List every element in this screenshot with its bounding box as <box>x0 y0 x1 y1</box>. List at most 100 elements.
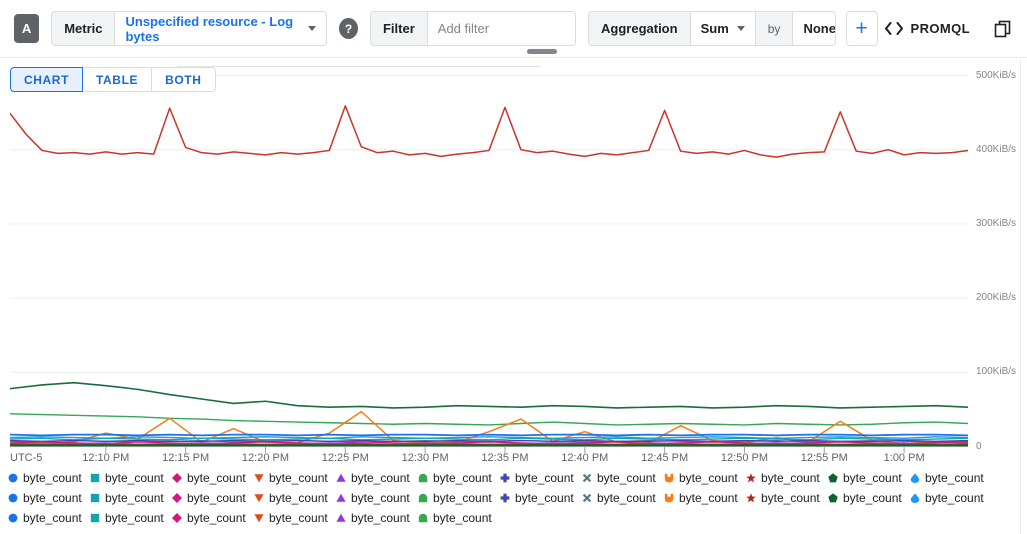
legend-item-label: byte_count <box>105 471 164 485</box>
legend-item-label: byte_count <box>843 491 902 505</box>
legend-item[interactable]: byte_count <box>172 508 254 528</box>
chevron-down-icon <box>308 26 317 31</box>
legend-item[interactable]: byte_count <box>336 488 418 508</box>
legend-item[interactable]: byte_count <box>828 468 910 488</box>
by-label: by <box>754 12 794 45</box>
legend-item[interactable]: byte_count <box>418 508 500 528</box>
query-letter-badge[interactable]: A <box>14 14 40 43</box>
aggregation-dropdown[interactable]: Sum <box>691 12 755 45</box>
legend-droplet-icon <box>910 473 920 483</box>
legend-item-label: byte_count <box>351 471 410 485</box>
legend-item[interactable]: byte_count <box>172 468 254 488</box>
view-tabs: CHART TABLE BOTH <box>10 67 216 92</box>
legend-item-label: byte_count <box>351 511 410 525</box>
legend-pentagon-icon <box>828 473 838 483</box>
legend-item[interactable]: byte_count <box>254 508 336 528</box>
legend-item-label: byte_count <box>925 471 984 485</box>
tab-both[interactable]: BOTH <box>151 67 216 92</box>
legend-item[interactable]: byte_count <box>582 488 664 508</box>
legend-item[interactable]: byte_count <box>418 468 500 488</box>
metric-dropdown[interactable]: Unspecified resource - Log bytes <box>115 12 326 45</box>
legend-item-label: byte_count <box>23 511 82 525</box>
legend-item[interactable]: byte_count <box>90 508 172 528</box>
legend-circle-icon <box>8 473 18 483</box>
legend-item-label: byte_count <box>105 491 164 505</box>
legend-item-label: byte_count <box>23 491 82 505</box>
legend-item[interactable]: byte_count <box>746 468 828 488</box>
tab-table[interactable]: TABLE <box>82 67 153 92</box>
legend-item[interactable]: byte_count <box>910 468 992 488</box>
panel-right-border <box>1020 60 1021 534</box>
y-tick-label: 0 <box>976 440 982 452</box>
legend-item-label: byte_count <box>515 471 574 485</box>
group-by-dropdown[interactable]: None <box>793 12 834 45</box>
legend-dome-icon <box>418 513 428 523</box>
help-icon[interactable]: ? <box>339 18 358 39</box>
legend-item-label: byte_count <box>433 471 492 485</box>
x-tick-label: 12:20 PM <box>241 452 289 464</box>
add-query-button[interactable]: + <box>845 11 878 46</box>
x-tick-label: 12:30 PM <box>401 452 449 464</box>
tab-chart[interactable]: CHART <box>10 67 83 92</box>
metric-value: Unspecified resource - Log bytes <box>125 13 294 44</box>
legend-circle-icon <box>8 513 18 523</box>
timezone-label: UTC-5 <box>10 452 43 464</box>
x-tick-label: 12:35 PM <box>481 452 529 464</box>
legend-item-label: byte_count <box>925 491 984 505</box>
x-tick-label: 12:15 PM <box>162 452 210 464</box>
promql-button[interactable]: PROMQL <box>878 20 976 37</box>
legend-square-icon <box>90 473 100 483</box>
legend-item[interactable]: byte_count <box>8 508 90 528</box>
x-tick-label: 12:45 PM <box>641 452 689 464</box>
y-tick-label: 500KiB/s <box>976 69 1017 81</box>
legend-triangle-down-icon <box>254 474 264 483</box>
legend-triangle-up-icon <box>336 473 346 482</box>
query-toolbar: A Metric Unspecified resource - Log byte… <box>0 0 1027 57</box>
legend-item[interactable]: byte_count <box>746 488 828 508</box>
legend-item[interactable]: byte_count <box>8 468 90 488</box>
legend-star-icon <box>746 473 756 483</box>
y-tick-label: 400KiB/s <box>976 143 1017 155</box>
legend-item-label: byte_count <box>187 511 246 525</box>
legend-item-label: byte_count <box>23 471 82 485</box>
legend-triangle-down-icon <box>254 494 264 503</box>
legend-item[interactable]: byte_count <box>8 488 90 508</box>
legend-item-label: byte_count <box>597 471 656 485</box>
legend-item[interactable]: byte_count <box>254 488 336 508</box>
legend-dome-icon <box>418 493 428 503</box>
filter-input[interactable] <box>427 12 576 45</box>
x-tick-label: 1:00 PM <box>883 452 925 464</box>
legend-item-label: byte_count <box>187 471 246 485</box>
legend-item[interactable]: byte_count <box>500 468 582 488</box>
legend-x-icon <box>582 473 592 483</box>
legend-item[interactable]: byte_count <box>172 488 254 508</box>
legend-item[interactable]: byte_count <box>90 488 172 508</box>
y-tick-label: 300KiB/s <box>976 217 1017 229</box>
legend-pentagon-icon <box>828 493 838 503</box>
resize-drag-handle[interactable] <box>527 49 557 54</box>
legend-item[interactable]: byte_count <box>500 488 582 508</box>
legend-item-label: byte_count <box>597 491 656 505</box>
legend-item-label: byte_count <box>433 491 492 505</box>
legend-item[interactable]: byte_count <box>336 468 418 488</box>
legend-item[interactable]: byte_count <box>828 488 910 508</box>
legend-item-label: byte_count <box>761 471 820 485</box>
chart-legend: byte_count byte_count byte_count byte_count… <box>8 468 992 528</box>
legend-item[interactable]: byte_count <box>336 508 418 528</box>
legend-item-label: byte_count <box>843 471 902 485</box>
copy-button[interactable] <box>994 20 1011 38</box>
legend-item[interactable]: byte_count <box>910 488 992 508</box>
legend-item-label: byte_count <box>679 491 738 505</box>
legend-item[interactable]: byte_count <box>582 468 664 488</box>
x-axis-labels: UTC-5 12:10 PM 12:15 PM 12:20 PM 12:25 PM 12:… <box>10 452 968 466</box>
x-tick-label: 12:25 PM <box>321 452 369 464</box>
chart-plot-area[interactable] <box>10 75 968 455</box>
legend-item[interactable]: byte_count <box>254 468 336 488</box>
filter-label: Filter <box>370 12 428 45</box>
legend-item[interactable]: byte_count <box>664 468 746 488</box>
legend-item[interactable]: byte_count <box>90 468 172 488</box>
toolbar-divider <box>0 57 1027 58</box>
legend-item[interactable]: byte_count <box>418 488 500 508</box>
legend-diamond-icon <box>172 493 182 503</box>
legend-item[interactable]: byte_count <box>664 488 746 508</box>
